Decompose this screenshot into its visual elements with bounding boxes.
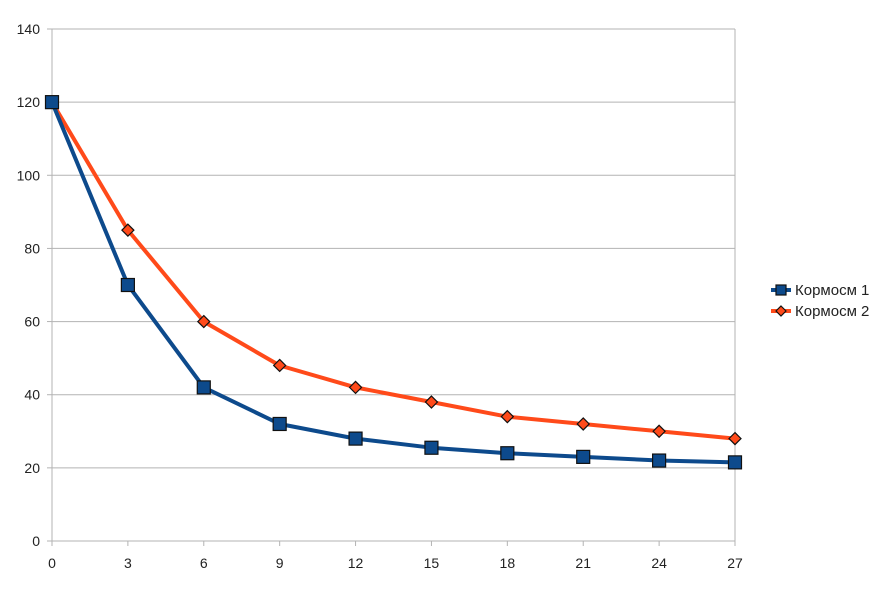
x-tick-label: 0 bbox=[48, 555, 56, 571]
data-point-1 bbox=[272, 416, 287, 432]
y-tick-label: 140 bbox=[17, 21, 41, 37]
grid-lines bbox=[52, 28, 735, 542]
series-2 bbox=[45, 95, 742, 446]
data-point-1 bbox=[500, 446, 515, 461]
data-point-2 bbox=[348, 380, 363, 395]
x-tick-label: 27 bbox=[727, 555, 743, 571]
y-tick-label: 100 bbox=[17, 167, 41, 183]
x-axis-ticks: 0 3 6 9 12 15 18 21 24 27 bbox=[48, 541, 743, 571]
data-point-2 bbox=[500, 409, 515, 424]
y-tick-label: 60 bbox=[24, 314, 40, 330]
legend-marker bbox=[775, 305, 787, 317]
x-tick-label: 3 bbox=[124, 555, 132, 571]
data-point-2 bbox=[576, 417, 591, 431]
series-1 bbox=[44, 95, 743, 470]
data-point-2 bbox=[652, 424, 666, 439]
legend: Кормосм 1 Кормосм 2 bbox=[771, 282, 869, 320]
data-point-1 bbox=[120, 277, 135, 293]
data-point-2 bbox=[424, 395, 439, 409]
x-tick-label: 15 bbox=[424, 555, 440, 571]
legend-label: Кормосм 1 bbox=[795, 282, 869, 299]
data-point-2 bbox=[272, 358, 287, 373]
data-point-2 bbox=[121, 223, 135, 237]
x-tick-label: 6 bbox=[200, 555, 208, 571]
series-line-1 bbox=[50, 100, 737, 465]
y-axis-ticks: 0 20 40 60 80 100 120 140 bbox=[17, 21, 52, 549]
y-tick-label: 40 bbox=[24, 387, 40, 403]
axes bbox=[51, 29, 736, 542]
data-point-1 bbox=[727, 455, 743, 470]
data-point-2 bbox=[728, 431, 742, 446]
y-tick-label: 0 bbox=[32, 533, 40, 549]
data-point-1 bbox=[196, 380, 211, 395]
legend-item-2: Кормосм 2 bbox=[771, 303, 869, 320]
data-point-1 bbox=[348, 431, 363, 446]
y-tick-label: 120 bbox=[17, 94, 41, 110]
legend-marker bbox=[775, 284, 787, 296]
x-tick-label: 9 bbox=[276, 555, 284, 571]
y-tick-label: 80 bbox=[24, 240, 40, 256]
x-tick-label: 18 bbox=[500, 555, 516, 571]
data-point-2 bbox=[196, 314, 211, 329]
data-point-1 bbox=[576, 449, 591, 464]
data-point-1 bbox=[44, 95, 60, 110]
y-tick-label: 20 bbox=[24, 460, 40, 476]
x-tick-label: 21 bbox=[575, 555, 591, 571]
x-tick-label: 24 bbox=[651, 555, 667, 571]
x-tick-label: 12 bbox=[348, 555, 364, 571]
legend-label: Кормосм 2 bbox=[795, 303, 869, 320]
series-group bbox=[44, 95, 743, 470]
data-point-1 bbox=[424, 440, 439, 455]
legend-item-1: Кормосм 1 bbox=[771, 282, 869, 299]
series-line-2 bbox=[50, 100, 737, 441]
data-point-1 bbox=[652, 453, 667, 468]
